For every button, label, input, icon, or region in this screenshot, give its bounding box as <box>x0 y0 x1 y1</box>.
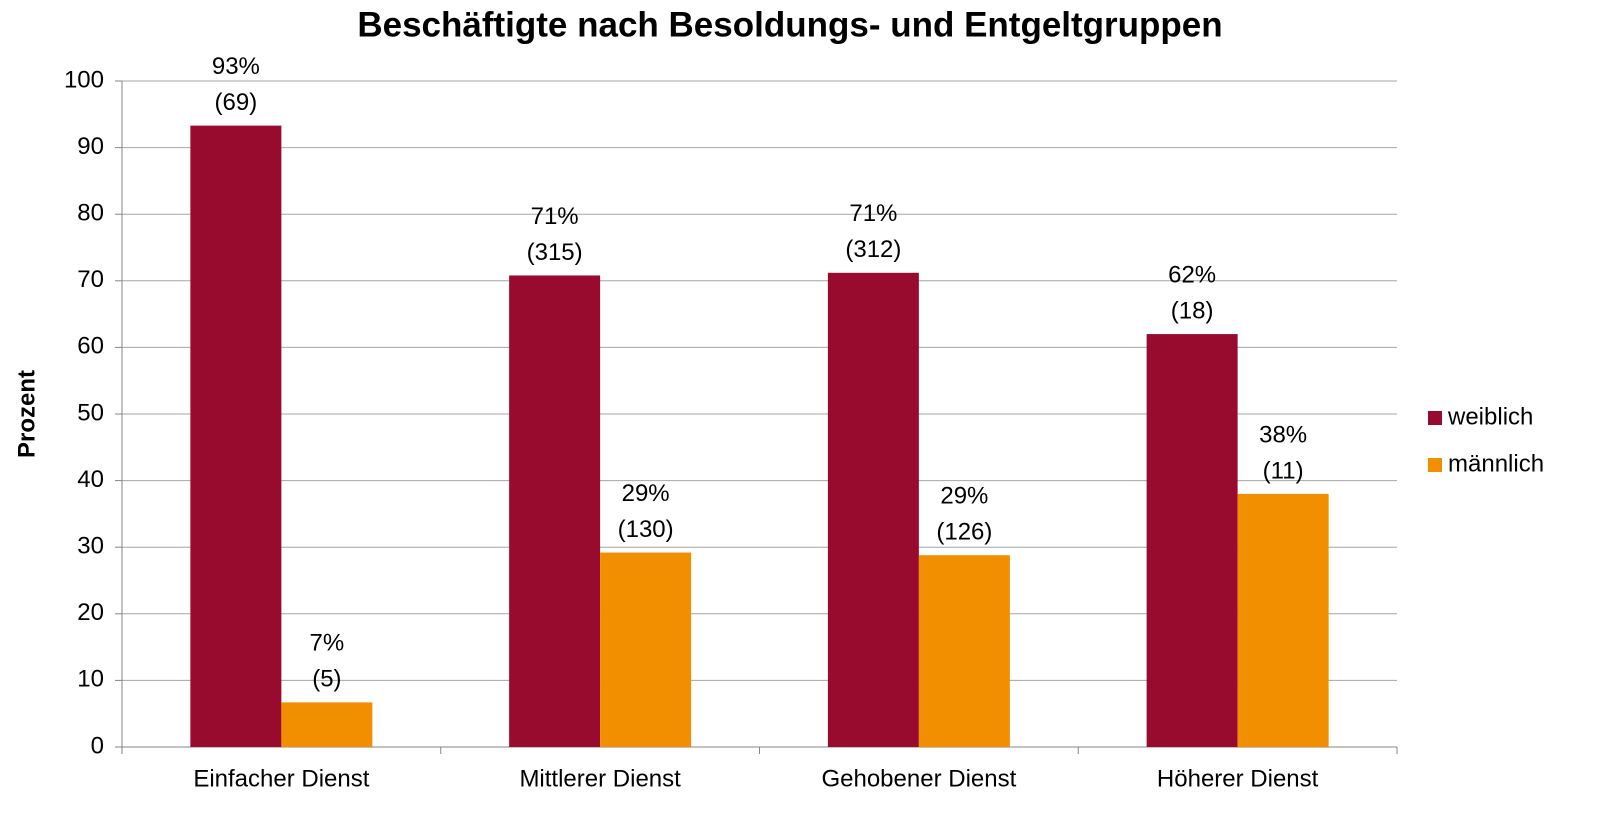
bar <box>918 555 1010 747</box>
x-tick-label: Gehobener Dienst <box>821 765 1016 792</box>
count-label: (11) <box>1263 457 1304 484</box>
bar <box>600 552 692 747</box>
value-label: 71% <box>849 200 897 227</box>
count-label: (5) <box>312 666 341 693</box>
count-label: (312) <box>845 236 901 263</box>
y-tick-label: 0 <box>91 732 104 759</box>
legend-label: männlich <box>1448 450 1544 477</box>
count-label: (315) <box>527 239 583 266</box>
bar <box>827 272 919 747</box>
y-tick-label: 20 <box>77 599 104 626</box>
y-tick-label: 10 <box>77 666 104 693</box>
value-label: 62% <box>1168 261 1216 288</box>
x-tick-label: Mittlerer Dienst <box>519 765 681 792</box>
count-label: (69) <box>215 89 258 116</box>
y-tick-label: 40 <box>77 466 104 493</box>
y-tick-label: 30 <box>77 533 104 560</box>
bar <box>281 702 373 747</box>
x-tick-label: Einfacher Dienst <box>193 765 369 792</box>
count-label: (18) <box>1171 297 1214 324</box>
value-label: 71% <box>531 203 579 230</box>
x-tick-label: Höherer Dienst <box>1157 765 1319 792</box>
y-tick-label: 80 <box>77 200 104 227</box>
y-tick-label: 90 <box>77 133 104 160</box>
bar <box>1237 493 1329 747</box>
bar <box>190 125 282 747</box>
legend-swatch <box>1428 458 1442 472</box>
legend-swatch <box>1428 411 1442 425</box>
y-tick-label: 60 <box>77 333 104 360</box>
value-label: 29% <box>940 483 988 510</box>
count-label: (130) <box>618 516 674 543</box>
bar <box>1146 334 1238 747</box>
y-axis-label: Prozent <box>13 370 40 458</box>
y-tick-label: 100 <box>64 66 104 93</box>
y-tick-label: 50 <box>77 399 104 426</box>
legend-label: weiblich <box>1447 403 1533 430</box>
value-label: 29% <box>622 480 670 507</box>
value-label: 7% <box>310 630 345 657</box>
chart-title: Beschäftigte nach Besoldungs- und Entgel… <box>357 5 1222 44</box>
y-tick-label: 70 <box>77 266 104 293</box>
bar <box>509 275 601 747</box>
value-label: 38% <box>1259 421 1307 448</box>
count-label: (126) <box>936 519 992 546</box>
value-label: 93% <box>212 53 260 80</box>
